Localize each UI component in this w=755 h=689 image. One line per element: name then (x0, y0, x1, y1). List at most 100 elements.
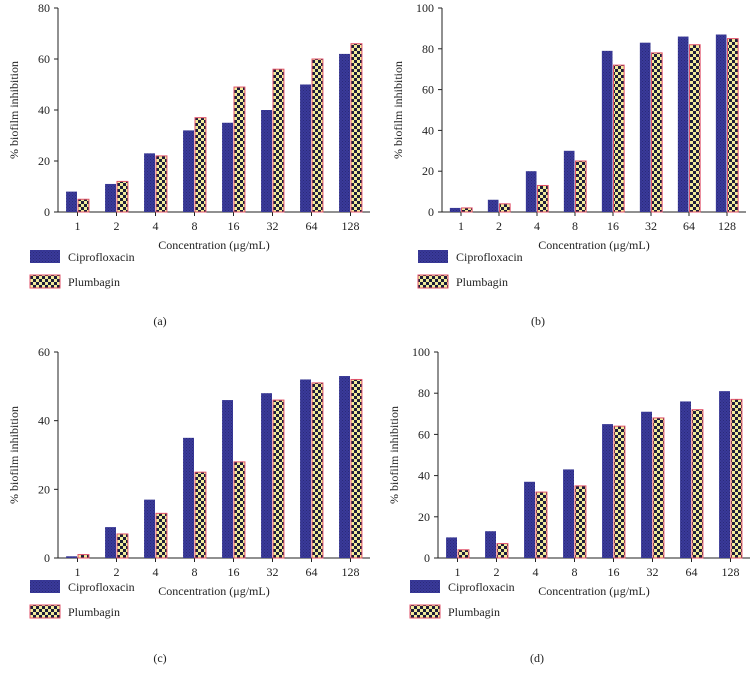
y-tick-label: 0 (424, 551, 430, 565)
bar-plumbagin-2 (116, 180, 129, 213)
y-tick-label: 80 (422, 42, 434, 56)
legend-label-ciprofloxacin: Ciprofloxacin (68, 580, 135, 594)
bar-plumbagin-1 (457, 549, 470, 559)
bar-plumbagin-4 (535, 491, 548, 559)
x-tick-label: 16 (608, 565, 620, 579)
x-tick-label: 32 (645, 219, 657, 233)
bar-plumbagin-128 (730, 398, 743, 559)
bar-plumbagin-4 (537, 184, 549, 213)
bar-ciprofloxacin-2 (105, 527, 116, 558)
y-axis-label: % biofilm inhibition (391, 61, 405, 159)
x-tick-label: 4 (534, 219, 540, 233)
y-axis-label: % biofilm inhibition (387, 406, 401, 504)
legend: Ciprofloxacin Plumbagin (417, 250, 523, 289)
bar-plumbagin-16 (233, 461, 246, 559)
x-tick-label: 8 (572, 219, 578, 233)
bar-plumbagin-8 (194, 471, 207, 559)
x-tick-label: 2 (114, 219, 120, 233)
panel-caption: (d) (530, 651, 544, 665)
x-tick-label: 64 (306, 565, 318, 579)
y-tick-label: 60 (418, 427, 430, 441)
bar-ciprofloxacin-8 (183, 437, 194, 558)
bar-ciprofloxacin-4 (144, 153, 155, 212)
x-tick-label: 2 (114, 565, 120, 579)
y-tick-label: 60 (422, 83, 434, 97)
chart-panel-a: 0 20 40 60 80 % biofilm inhibition 1 2 4 8 16 32 64 1… (7, 1, 370, 328)
x-tick-label: 8 (572, 565, 578, 579)
x-tick-label: 64 (686, 565, 698, 579)
bar-plumbagin-128 (727, 38, 739, 213)
bar-plumbagin-2 (116, 533, 129, 559)
bar-ciprofloxacin-128 (715, 34, 727, 212)
bar-ciprofloxacin-1 (449, 207, 461, 212)
x-tick-label: 4 (533, 565, 539, 579)
bar-ciprofloxacin-128 (339, 376, 350, 558)
bar-ciprofloxacin-4 (144, 499, 155, 558)
x-axis-label: Concentration (μg/mL) (538, 584, 649, 598)
panel-caption: (a) (153, 314, 166, 328)
x-tick-label: 16 (607, 219, 619, 233)
x-axis-label: Concentration (μg/mL) (538, 238, 649, 252)
bar-plumbagin-32 (272, 399, 285, 559)
legend-label-ciprofloxacin: Ciprofloxacin (456, 250, 523, 264)
bar-plumbagin-2 (499, 203, 511, 213)
x-tick-label: 128 (718, 219, 736, 233)
x-tick-label: 64 (683, 219, 695, 233)
bar-ciprofloxacin-32 (261, 110, 272, 212)
bar-plumbagin-16 (613, 425, 626, 559)
y-tick-label: 0 (44, 205, 50, 219)
x-tick-label: 32 (267, 219, 279, 233)
x-tick-label: 4 (153, 565, 159, 579)
legend: Ciprofloxacin Plumbagin (29, 250, 135, 289)
bar-ciprofloxacin-4 (525, 171, 537, 212)
y-axis-label: % biofilm inhibition (7, 406, 21, 504)
x-tick-label: 8 (192, 565, 198, 579)
y-tick-label: 0 (44, 551, 50, 565)
panel-caption: (c) (153, 651, 166, 665)
bar-ciprofloxacin-8 (563, 150, 575, 212)
bar-plumbagin-16 (233, 86, 246, 213)
x-tick-label: 128 (722, 565, 740, 579)
y-tick-label: 20 (422, 164, 434, 178)
bar-ciprofloxacin-2 (105, 183, 116, 212)
bar-ciprofloxacin-2 (487, 199, 499, 212)
bar-plumbagin-32 (652, 417, 665, 559)
x-tick-label: 1 (455, 565, 461, 579)
bar-plumbagin-64 (311, 382, 324, 559)
y-tick-label: 20 (418, 510, 430, 524)
panel-caption: (b) (531, 314, 545, 328)
chart-panel-b: 0 20 40 60 80 100 % biofilm inhibition 1 2 4 8 16 32… (391, 1, 746, 328)
bar-plumbagin-128 (350, 43, 363, 213)
bar-ciprofloxacin-4 (524, 481, 535, 558)
x-tick-label: 128 (342, 219, 360, 233)
y-tick-label: 80 (418, 386, 430, 400)
legend-swatch-plumbagin (29, 604, 61, 619)
bar-ciprofloxacin-16 (222, 400, 233, 558)
y-tick-label: 20 (38, 482, 50, 496)
y-tick-label: 60 (38, 52, 50, 66)
chart-panel-c: 0 20 40 60 % biofilm inhibition 1 2 4 8 16 32 64 128… (7, 345, 370, 665)
bar-ciprofloxacin-1 (66, 191, 77, 212)
x-tick-label: 1 (75, 565, 81, 579)
bar-plumbagin-4 (155, 512, 168, 559)
legend: Ciprofloxacin Plumbagin (409, 580, 515, 619)
bar-ciprofloxacin-1 (446, 537, 457, 558)
legend-swatch-ciprofloxacin (410, 580, 440, 593)
bar-plumbagin-2 (496, 543, 509, 559)
x-axis-label: Concentration (μg/mL) (158, 584, 269, 598)
bar-ciprofloxacin-128 (719, 391, 730, 558)
x-tick-label: 16 (228, 565, 240, 579)
bar-ciprofloxacin-32 (261, 393, 272, 558)
bar-ciprofloxacin-2 (485, 531, 496, 558)
x-tick-label: 2 (494, 565, 500, 579)
y-tick-label: 80 (38, 1, 50, 15)
y-tick-label: 40 (38, 103, 50, 117)
bar-ciprofloxacin-16 (602, 424, 613, 558)
legend-label-plumbagin: Plumbagin (448, 605, 500, 619)
x-tick-label: 16 (228, 219, 240, 233)
bar-plumbagin-1 (461, 207, 473, 213)
x-tick-label: 128 (342, 565, 360, 579)
legend-swatch-plumbagin (417, 274, 449, 289)
bar-ciprofloxacin-8 (183, 130, 194, 212)
